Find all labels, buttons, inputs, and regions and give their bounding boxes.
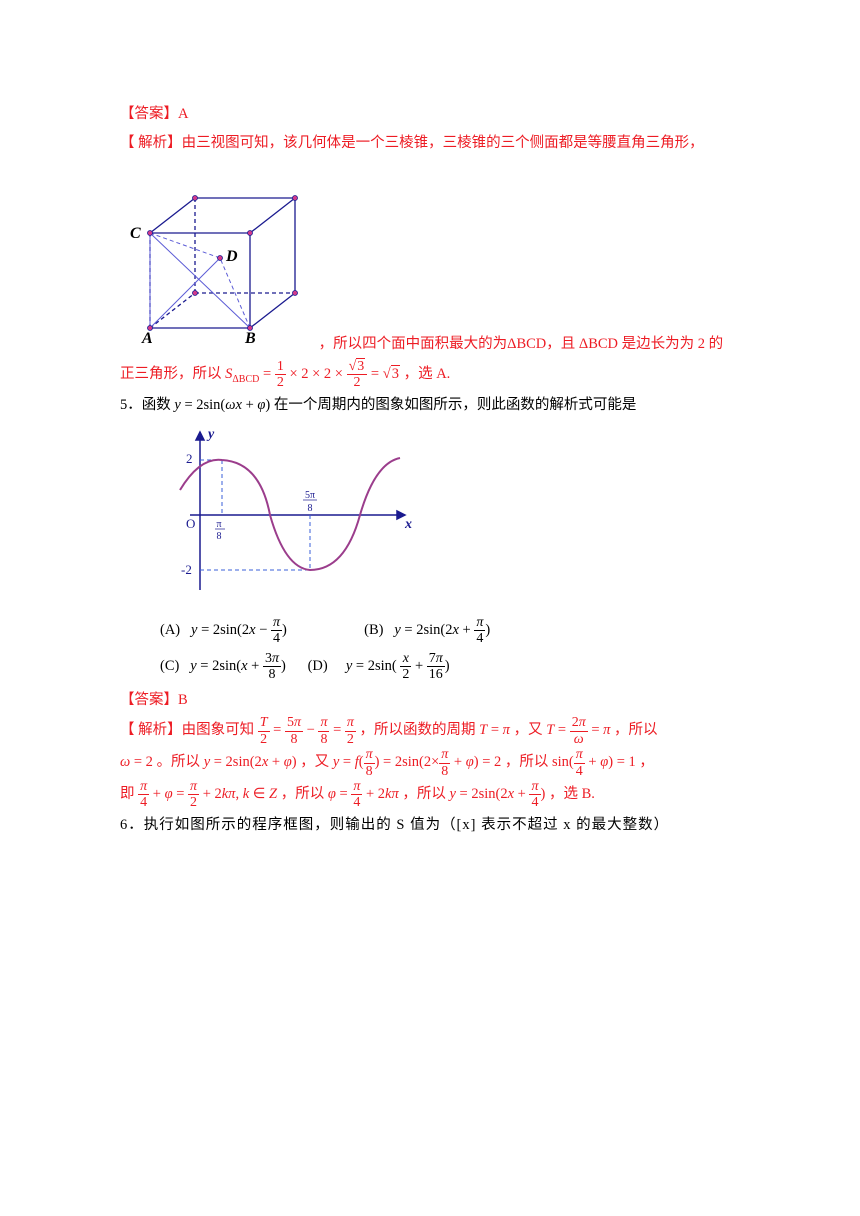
analysis-5-line2: ω = 2 。所以 y = 2sin(2x + φ) ，又 y = f(π8) … xyxy=(120,747,740,779)
analysis-4-formula: 正三角形，所以 SΔBCD = 12 × 2 × 2 × √32 = √3 ，选… xyxy=(120,359,740,391)
sine-plot-figure: y x O 2 -2 π 8 5π 8 xyxy=(160,420,740,611)
S-sub: ΔBCD xyxy=(232,374,259,385)
cube-figure: A B C D xyxy=(120,158,315,359)
analysis-label: 【 解析】 xyxy=(120,135,182,151)
analysis-5-line3: 即 π4 + φ = π2 + 2kπ, k ∈ Z ，所以 φ = π4 + … xyxy=(120,779,740,811)
answer-5: 【答案】B xyxy=(120,686,740,715)
option-C: (C) y = 2sin(x + 3π8) (D) y = 2sin( x2 +… xyxy=(160,651,740,683)
svg-text:2: 2 xyxy=(186,451,193,466)
q5-text1: 函数 xyxy=(142,397,171,413)
tri-BCD-2: ΔBCD xyxy=(579,336,618,352)
analysis-text1: 由三视图可知，该几何体是一个三棱锥，三棱锥的三个侧面都是等腰直角三角形， xyxy=(182,135,704,151)
cube-label-A: A xyxy=(141,330,153,347)
cube-row: A B C D ，所以四个面中面积最大的为ΔBCD，且 ΔBCD 是边长为为 2… xyxy=(120,158,740,359)
option-A: (A) y = 2sin(2x − π4) (B) y = 2sin(2x + … xyxy=(160,615,740,647)
svg-text:-2: -2 xyxy=(181,562,192,577)
analysis-5-line1: 【 解析】由图象可知 T2 = 5π8 − π8 = π2 ，所以函数的周期 T… xyxy=(120,715,740,747)
answer-label: 【答案】 xyxy=(120,106,178,122)
svg-text:5π: 5π xyxy=(305,490,315,501)
answer-4: 【答案】A xyxy=(120,100,740,129)
question-5: 5．函数 y = 2sin(ωx + φ) 在一个周期内的图象如图所示，则此函数… xyxy=(120,391,740,420)
svg-text:O: O xyxy=(186,516,195,531)
svg-text:y: y xyxy=(206,427,215,442)
q6-text: 执行如图所示的程序框图，则输出的 S 值为（[x] 表示不超过 x 的最大整数） xyxy=(144,817,669,833)
q5-text2: 在一个周期内的图象如图所示，则此函数的解析式可能是 xyxy=(274,397,637,413)
svg-text:π: π xyxy=(216,519,221,530)
svg-text:8: 8 xyxy=(217,531,222,542)
cube-label-C: C xyxy=(130,225,141,242)
cube-label-D: D xyxy=(225,248,238,265)
answer5-value: B xyxy=(178,692,188,708)
q6-num: 6． xyxy=(120,817,144,833)
analysis-4-line1: 【 解析】由三视图可知，该几何体是一个三棱锥，三棱锥的三个侧面都是等腰直角三角形… xyxy=(120,129,740,158)
sqrt3-result: 3 xyxy=(391,365,400,382)
q5-num: 5． xyxy=(120,397,142,413)
analysis4-cont1: ，所以四个面中面积最大的为ΔBCD，且 ΔBCD 是边长为为 2 的 xyxy=(319,336,724,352)
answer5-label: 【答案】 xyxy=(120,692,178,708)
cube-label-B: B xyxy=(244,330,256,347)
tri-BCD-1: ΔBCD xyxy=(507,336,546,352)
svg-text:x: x xyxy=(404,517,412,532)
svg-text:8: 8 xyxy=(308,503,313,514)
answer-value: A xyxy=(178,106,188,122)
question-6: 6．执行如图所示的程序框图，则输出的 S 值为（[x] 表示不超过 x 的最大整… xyxy=(120,811,740,840)
